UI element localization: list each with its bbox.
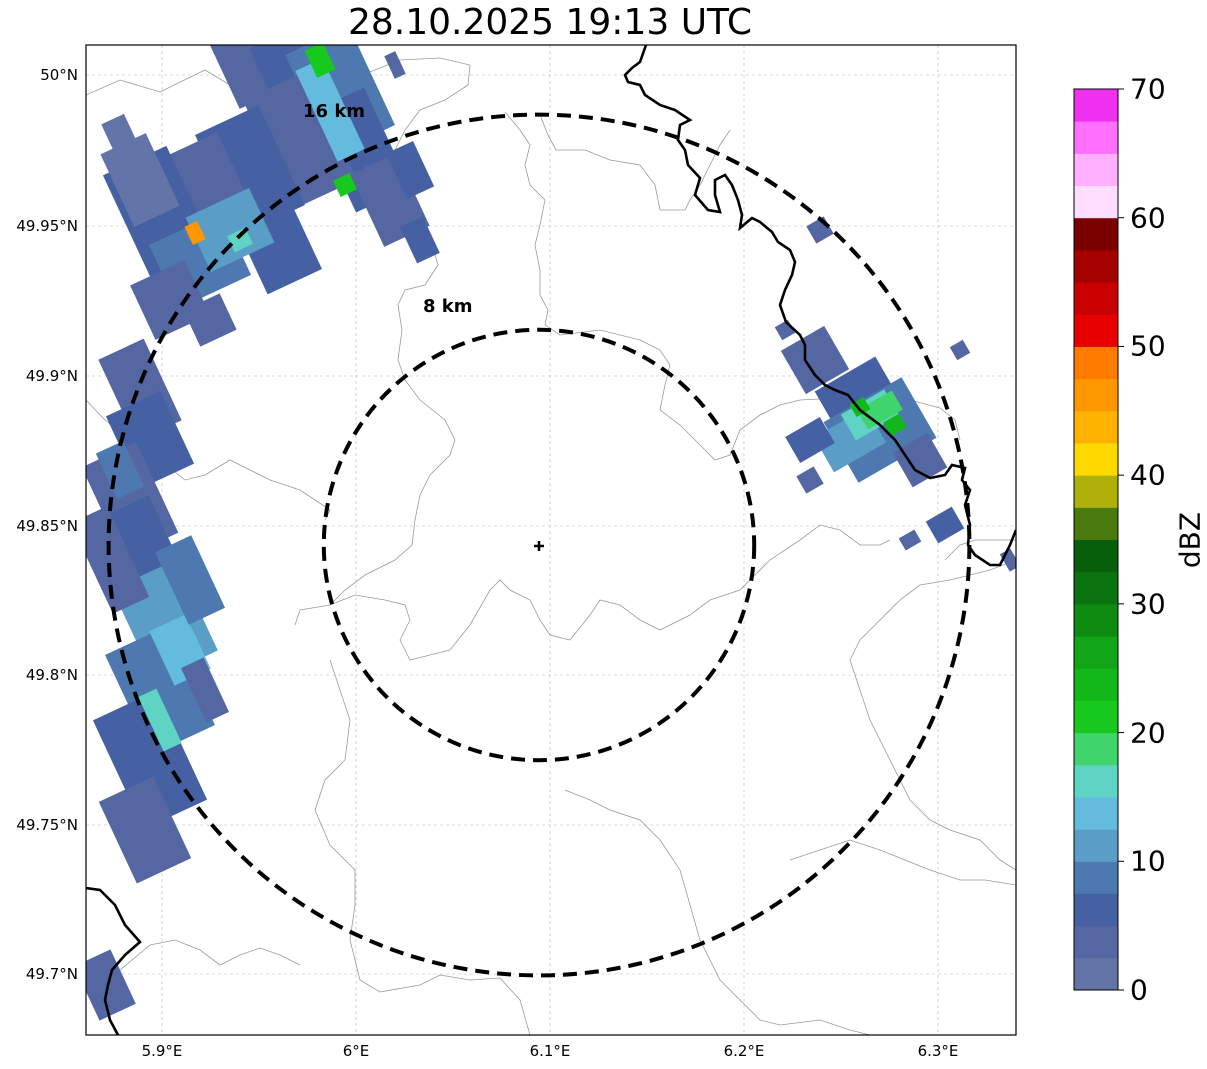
colorbar-segment bbox=[1074, 410, 1118, 444]
colorbar-segment bbox=[1074, 314, 1118, 347]
reflectivity-cell bbox=[185, 188, 275, 272]
colorbar-segment bbox=[1074, 475, 1118, 508]
colorbar bbox=[1073, 88, 1124, 991]
colorbar-tick-label: 50 bbox=[1130, 329, 1166, 363]
colorbar-segment bbox=[1074, 957, 1118, 991]
range-ring-8km bbox=[321, 327, 757, 763]
reflectivity-cell bbox=[95, 441, 145, 499]
colorbar-segment bbox=[1074, 925, 1118, 959]
lat-tick-label: 49.75°N bbox=[16, 816, 78, 834]
reflectivity-cell bbox=[857, 390, 903, 430]
reflectivity-cell bbox=[105, 625, 215, 755]
reflectivity-cell bbox=[86, 949, 136, 1021]
colorbar-tick-label: 40 bbox=[1130, 458, 1166, 492]
colorbar-segment bbox=[1074, 121, 1118, 154]
reflectivity-cell bbox=[180, 657, 230, 723]
colorbar-segment bbox=[1074, 378, 1118, 412]
colorbar-label: dBZ bbox=[1173, 511, 1207, 569]
range-ring-16km bbox=[106, 112, 972, 978]
colorbar-segment bbox=[1074, 636, 1118, 669]
reflectivity-cell bbox=[304, 45, 336, 78]
colorbar-segment bbox=[1074, 796, 1118, 830]
reflectivity-cell bbox=[385, 141, 435, 199]
colorbar-segment bbox=[1074, 861, 1118, 894]
colorbar-segment bbox=[1074, 442, 1118, 476]
colorbar-segment bbox=[1074, 571, 1118, 605]
radar-site-marker bbox=[534, 541, 544, 551]
radar-echoes bbox=[86, 45, 1016, 1021]
colorbar-segment bbox=[1074, 507, 1118, 540]
reflectivity-cell bbox=[242, 70, 358, 210]
lon-tick-label: 6.1°E bbox=[529, 1042, 571, 1060]
colorbar-tick-label: 60 bbox=[1130, 201, 1166, 235]
colorbar-segment bbox=[1074, 346, 1118, 380]
range-label-16km: 16 km bbox=[303, 101, 366, 122]
lat-tick-label: 49.7°N bbox=[25, 965, 78, 983]
colorbar-segment bbox=[1074, 153, 1118, 187]
reflectivity-cell bbox=[892, 432, 948, 488]
colorbar-tick-label: 10 bbox=[1130, 844, 1166, 878]
reflectivity-cell bbox=[86, 506, 150, 614]
colorbar-segment bbox=[1074, 539, 1118, 573]
reflectivity-cell bbox=[183, 293, 237, 347]
colorbar-segment bbox=[1074, 185, 1118, 219]
reflectivity-cell bbox=[384, 51, 406, 79]
lon-tick-label: 6.2°E bbox=[723, 1042, 765, 1060]
colorbar-segment bbox=[1074, 217, 1118, 251]
colorbar-tick-label: 0 bbox=[1130, 973, 1148, 1007]
plot-frame bbox=[85, 44, 1017, 1036]
colorbar-segment bbox=[1074, 668, 1118, 701]
reflectivity-cell bbox=[227, 227, 253, 253]
lon-tick-label: 6.3°E bbox=[917, 1042, 959, 1060]
lat-tick-label: 49.95°N bbox=[16, 217, 78, 235]
reflectivity-cell bbox=[898, 529, 922, 551]
colorbar-segment bbox=[1074, 829, 1118, 862]
colorbar-segment bbox=[1074, 603, 1118, 637]
reflectivity-cell bbox=[295, 58, 365, 162]
reflectivity-cell bbox=[883, 413, 907, 437]
reflectivity-cell bbox=[100, 133, 180, 227]
colorbar-tick-label: 30 bbox=[1130, 587, 1166, 621]
colorbar-segment bbox=[1074, 89, 1118, 122]
reflectivity-cell bbox=[925, 506, 965, 544]
colorbar-segment bbox=[1074, 893, 1118, 927]
range-rings bbox=[106, 112, 972, 978]
reflectivity-cell bbox=[949, 339, 971, 361]
reflectivity-cell bbox=[333, 173, 357, 197]
colorbar-segment bbox=[1074, 732, 1118, 766]
map-title: 28.10.2025 19:13 UTC bbox=[347, 2, 753, 43]
reflectivity-cell bbox=[92, 690, 208, 830]
reflectivity-cell bbox=[138, 688, 182, 752]
reflectivity-cell bbox=[98, 776, 192, 884]
reflectivity-cell bbox=[785, 417, 835, 463]
lat-tick-label: 49.9°N bbox=[25, 367, 78, 385]
colorbar-segment bbox=[1074, 282, 1118, 315]
lat-tick-label: 50°N bbox=[40, 66, 78, 84]
reflectivity-cell bbox=[101, 113, 139, 157]
lon-tick-label: 5.9°E bbox=[141, 1042, 183, 1060]
lon-tick-label: 6°E bbox=[342, 1042, 370, 1060]
colorbar-segment bbox=[1074, 700, 1118, 734]
reflectivity-cell bbox=[796, 466, 824, 494]
reflectivity-cell bbox=[184, 220, 206, 246]
colorbar-tick-label: 70 bbox=[1130, 72, 1166, 106]
range-label-8km: 8 km bbox=[423, 296, 473, 317]
colorbar-segment bbox=[1074, 249, 1118, 283]
colorbar-tick-label: 20 bbox=[1130, 716, 1166, 750]
reflectivity-cell bbox=[154, 535, 226, 625]
reflectivity-cell bbox=[400, 216, 440, 264]
colorbar-segment bbox=[1074, 764, 1118, 798]
lat-tick-label: 49.8°N bbox=[25, 666, 78, 684]
country-borders bbox=[86, 45, 1016, 1035]
reflectivity-cell bbox=[780, 325, 850, 395]
lat-tick-label: 49.85°N bbox=[16, 517, 78, 535]
